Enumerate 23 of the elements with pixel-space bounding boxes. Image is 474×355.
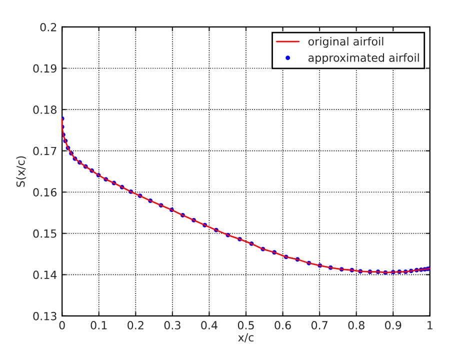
x-tick-label: 0: [59, 321, 65, 330]
x-tick-label: 0.4: [201, 321, 218, 330]
x-tick-label: 0.8: [348, 321, 364, 330]
x-axis-title: x/c: [238, 333, 254, 342]
legend-label: original airfoil: [308, 36, 384, 48]
y-tick-label: 0.19: [33, 64, 56, 73]
y-tick-label: 0.16: [33, 188, 57, 196]
y-tick-label: 0.17: [33, 146, 56, 156]
x-tick-label: 0.9: [385, 321, 402, 330]
x-tick-label: 0.1: [90, 321, 107, 330]
x-tick-label: 0.2: [128, 321, 144, 330]
y-tick-label: 0.15: [33, 229, 56, 238]
y-tick-label: 0.2: [40, 22, 56, 32]
x-tick-label: 0.3: [164, 321, 180, 330]
y-tick-label: 0.14: [33, 270, 57, 280]
y-tick-label: 0.13: [33, 312, 56, 320]
x-tick-label: 1: [428, 321, 432, 330]
y-axis-title: S(x/c): [16, 156, 26, 187]
x-tick-label: 0.7: [311, 321, 328, 330]
x-tick-label: 0.6: [274, 321, 291, 330]
x-tick-label: 0.5: [238, 321, 254, 330]
legend-label: approximated airfoil: [308, 53, 419, 64]
y-tick-label: 0.18: [33, 106, 56, 114]
